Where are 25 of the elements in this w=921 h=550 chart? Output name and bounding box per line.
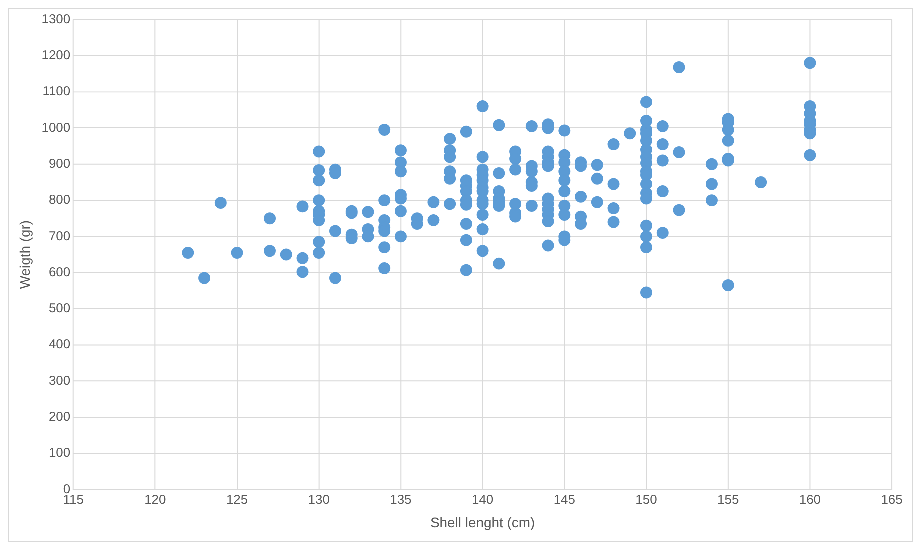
y-tick-label: 100 (48, 445, 71, 460)
x-tick-label: 160 (799, 492, 822, 508)
x-tick-label: 150 (636, 492, 658, 508)
y-tick-label: 700 (48, 228, 71, 244)
x-tick-label: 155 (718, 492, 740, 508)
y-tick-label: 600 (48, 264, 71, 280)
y-tick-label: 1300 (42, 11, 71, 26)
y-tick-label: 1000 (42, 120, 71, 135)
x-tick-label: 135 (390, 492, 412, 508)
y-tick-label: 900 (48, 156, 71, 171)
y-tick-label: 200 (48, 409, 71, 424)
y-tick-label: 1200 (42, 47, 71, 62)
x-tick-label: 125 (226, 492, 248, 508)
y-tick-label: 1100 (42, 84, 71, 99)
y-tick-label: 500 (48, 300, 71, 316)
x-axis-title: Shell lenght (cm) (430, 514, 536, 531)
y-tick-label: 300 (48, 372, 71, 388)
y-tick-label: 400 (48, 336, 71, 352)
y-tick-label: 800 (48, 192, 71, 208)
x-tick-label: 145 (554, 492, 576, 508)
x-tick-label: 120 (144, 492, 166, 508)
x-tick-label: 165 (881, 492, 903, 508)
x-tick-label: 130 (308, 492, 330, 508)
y-axis-title: Weigth (gr) (17, 220, 34, 290)
x-tick-label: 140 (472, 492, 494, 508)
